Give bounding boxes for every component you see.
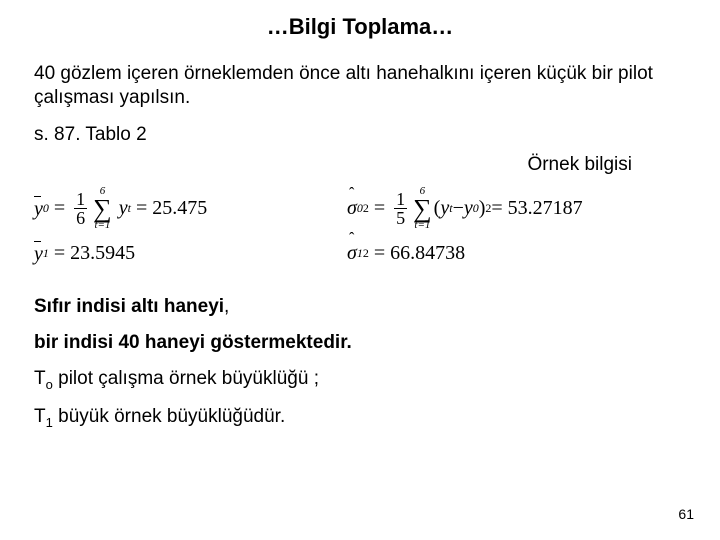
- eq-sigma1: σ12 = 66.84738: [347, 242, 686, 265]
- equation-row-1: y0 = 1 6 6 ∑ t=1 yt = 25.475 σ02: [34, 186, 686, 231]
- page-number: 61: [678, 506, 694, 522]
- frac-num: 1: [74, 190, 87, 208]
- paren-close: ): [479, 197, 486, 220]
- slide-page: …Bilgi Toplama… 40 gözlem içeren örnekle…: [0, 0, 720, 540]
- page-title: …Bilgi Toplama…: [28, 14, 692, 40]
- eq-ybar1: y1 = 23.5945: [34, 241, 347, 266]
- eq-ybar0: y0 = 1 6 6 ∑ t=1 yt = 25.475: [34, 186, 347, 231]
- line-one-index: bir indisi 40 haneyi göstermektedir.: [34, 332, 686, 354]
- yt: y: [440, 197, 449, 220]
- sigma-symbol: σ: [347, 197, 357, 219]
- ybar-symbol: y: [34, 243, 43, 265]
- eq3-value: = 23.5945: [54, 242, 135, 265]
- eq4-value: = 66.84738: [374, 242, 465, 265]
- ybar-symbol: y: [34, 198, 43, 220]
- body-text-block: Sıfır indisi altı haneyi, bir indisi 40 …: [28, 296, 692, 430]
- intro-paragraph: 40 gözlem içeren örneklemden önce altı h…: [34, 62, 686, 110]
- sum-bot: t=1: [414, 220, 430, 231]
- frac-den: 6: [74, 208, 87, 227]
- eq2-value: = 53.27187: [491, 197, 582, 220]
- line-zero-index: Sıfır indisi altı haneyi,: [34, 296, 686, 318]
- line-t1: T1 büyük örnek büyüklüğüdür.: [34, 406, 686, 430]
- line-t0: To pilot çalışma örnek büyüklüğü ;: [34, 368, 686, 392]
- y0: y: [464, 197, 473, 220]
- frac-num: 1: [394, 190, 407, 208]
- sample-info-label: Örnek bilgisi: [28, 154, 692, 176]
- eq-sigma0: σ02 = 1 5 6 ∑ t=1 ( yt − y0 )2 = 53.2718…: [347, 186, 686, 231]
- minus: −: [453, 197, 464, 220]
- frac-den: 5: [394, 208, 407, 227]
- sigma-symbol: σ: [347, 242, 357, 264]
- equation-row-2: y1 = 23.5945 σ12 = 66.84738: [34, 241, 686, 266]
- reference-line: s. 87. Tablo 2: [34, 124, 686, 146]
- sum-bot: t=1: [94, 220, 110, 231]
- eq1-value: = 25.475: [136, 197, 207, 220]
- yt: y: [119, 197, 128, 220]
